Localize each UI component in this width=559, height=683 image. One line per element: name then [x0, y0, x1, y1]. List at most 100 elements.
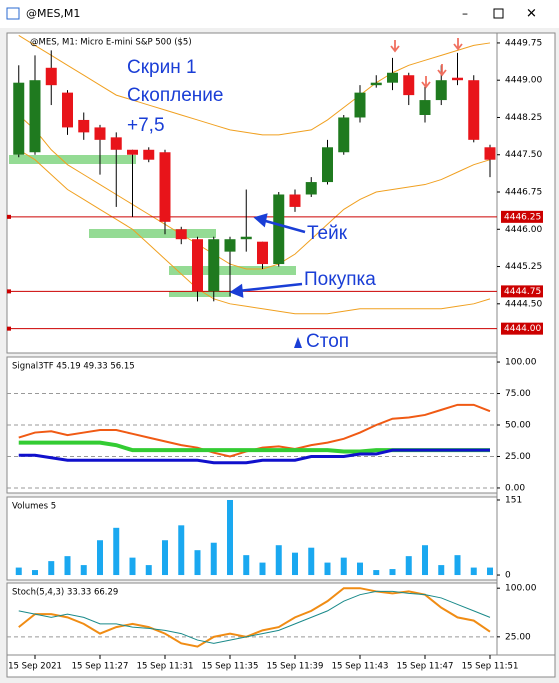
volume-bar	[470, 567, 477, 576]
annotation: Скопление	[127, 85, 223, 106]
arrow-head	[229, 283, 244, 298]
x-tick-label: 15 Sep 11:43	[332, 662, 389, 672]
plot-area	[7, 35, 497, 330]
close-button[interactable]: ✕	[526, 7, 537, 22]
down-arrow	[421, 76, 431, 89]
y-tick-label: 4444.50	[505, 299, 542, 309]
series-line	[18, 35, 491, 136]
series-line	[18, 149, 491, 315]
level-marker	[7, 214, 11, 219]
y-tick-label: 151	[505, 495, 522, 505]
candle-body	[192, 239, 203, 292]
volume-bar	[454, 555, 461, 576]
volume-bar	[389, 569, 396, 576]
annotation: Скрин 1	[127, 57, 197, 78]
y-tick-label: 0.00	[505, 483, 525, 493]
series-line	[18, 114, 491, 270]
volume-bar	[48, 561, 55, 576]
candle-body	[62, 92, 73, 128]
y-tick-label: 4445.25	[505, 262, 542, 272]
candle-body	[354, 92, 366, 118]
volume-bar	[145, 565, 152, 576]
volume-bar	[243, 555, 250, 576]
y-tick-label: 100.00	[505, 584, 537, 594]
level-label-bg	[501, 285, 543, 298]
y-tick-label: 75.00	[505, 389, 531, 399]
candle-body	[29, 80, 41, 153]
down-arrow	[453, 38, 463, 51]
volume-bar	[32, 570, 38, 576]
volume-panel	[6, 496, 498, 581]
x-tick-label: 15 Sep 11:51	[462, 662, 519, 672]
y-tick-label: 25.00	[505, 632, 531, 642]
main-panel	[6, 32, 498, 354]
y-tick-label: 4446.00	[505, 225, 542, 235]
maximize-button[interactable]	[493, 8, 504, 19]
candle-body	[305, 182, 317, 195]
annotation-arrows	[229, 213, 306, 348]
x-tick-label: 15 Sep 11:27	[72, 662, 129, 672]
y-tick-label: 4448.25	[505, 113, 542, 123]
y-tick-label: 4449.75	[505, 38, 542, 48]
volume-bar	[129, 557, 136, 576]
panel-title: Volumes 5	[12, 502, 56, 512]
volume-bar	[422, 545, 428, 576]
level-marker	[7, 326, 11, 331]
arrow-head	[294, 337, 302, 348]
volume-bar	[340, 557, 347, 576]
y-tick-label: 4446.75	[505, 188, 542, 198]
title-bar	[0, 0, 559, 28]
candle-body	[419, 100, 431, 115]
zone	[169, 266, 296, 275]
x-tick-label: 15 Sep 2021	[8, 662, 62, 672]
volume-bar	[275, 545, 282, 576]
series-line	[18, 590, 491, 644]
candle-body	[435, 80, 447, 101]
minimize-button[interactable]: –	[462, 7, 468, 21]
arrow	[237, 282, 303, 293]
volume-bar	[324, 562, 331, 576]
candle-body	[484, 147, 496, 160]
volume-bar	[259, 562, 266, 576]
volume-bar	[80, 565, 87, 576]
y-tick-label: 25.00	[505, 452, 531, 462]
x-tick-label: 15 Sep 11:47	[397, 662, 454, 672]
annotation: Покупка	[304, 269, 376, 290]
zone	[9, 155, 136, 164]
volume-bar	[15, 567, 22, 576]
volume-bar	[373, 570, 380, 576]
candle-body	[94, 127, 106, 140]
volume-bar	[308, 547, 315, 576]
volume-bar	[97, 540, 103, 576]
candle-body	[322, 147, 333, 183]
candle-body	[338, 117, 350, 153]
candle-body	[208, 239, 220, 292]
candle-body	[13, 82, 25, 155]
candle-body	[175, 229, 187, 240]
volume-bar	[210, 542, 217, 576]
level-marker	[7, 289, 11, 294]
candle-body	[110, 137, 122, 150]
volume-bar	[292, 552, 298, 576]
y-tick-label: 4449.00	[505, 76, 542, 86]
time-axis	[6, 654, 556, 678]
down-arrow	[390, 40, 400, 53]
candle-body	[78, 119, 90, 133]
candle-body	[387, 72, 398, 83]
level-label-bg	[501, 210, 543, 223]
y-tick-label: 0	[505, 571, 511, 581]
annotation: Стоп	[306, 331, 349, 352]
volume-bar	[178, 525, 185, 576]
volume-bar	[405, 556, 412, 576]
window-title: @MES,M1	[26, 7, 80, 20]
volume-bar	[438, 565, 445, 576]
zones	[9, 155, 296, 297]
candle-body	[143, 149, 155, 160]
down-arrow	[437, 64, 447, 77]
series-line	[18, 448, 490, 465]
candle-body	[289, 194, 301, 207]
candle-body	[127, 149, 138, 155]
level-label-bg	[501, 322, 543, 335]
volume-bar	[113, 527, 120, 576]
